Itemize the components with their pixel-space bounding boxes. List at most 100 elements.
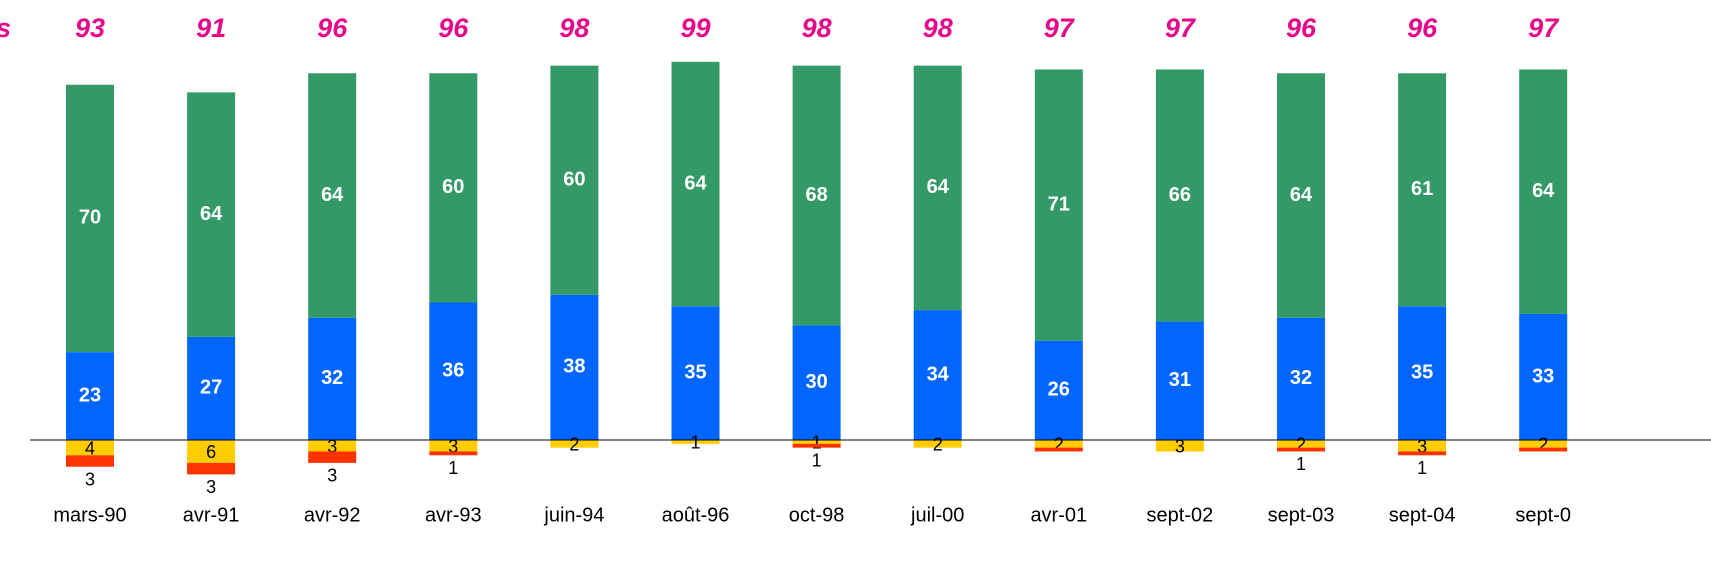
bar-segment <box>1519 447 1568 452</box>
bar-segment <box>66 455 114 467</box>
data-label: 2 <box>1538 435 1548 455</box>
data-label: 23 <box>79 384 101 406</box>
data-label: 64 <box>321 184 344 206</box>
data-label: 68 <box>805 184 827 206</box>
data-label: 70 <box>79 207 101 229</box>
bar-segment <box>1277 73 1325 318</box>
data-label: 3 <box>1175 436 1185 456</box>
totals-label: s <box>0 13 11 43</box>
bar-segment <box>187 440 236 463</box>
data-label: 35 <box>1411 361 1433 383</box>
total-label: 96 <box>1407 13 1438 43</box>
bar-segment <box>1034 340 1083 440</box>
data-label: 30 <box>805 371 827 393</box>
bar-segment <box>913 65 962 311</box>
bar-segment <box>913 440 962 448</box>
bar-segment <box>308 73 357 318</box>
data-label: 1 <box>690 433 700 453</box>
total-label: 91 <box>196 13 226 43</box>
data-label: 38 <box>563 356 585 378</box>
bar-segment <box>1155 69 1204 322</box>
data-label: 61 <box>1411 178 1433 200</box>
bar-segment <box>792 440 841 444</box>
data-label: 34 <box>927 363 950 385</box>
data-label: 64 <box>684 172 707 194</box>
bar-segment <box>429 302 478 440</box>
data-label: 60 <box>442 176 464 198</box>
data-label: 3 <box>327 466 337 486</box>
bar-segment <box>550 294 599 440</box>
data-label: 66 <box>1169 184 1191 206</box>
data-label: 3 <box>327 436 337 456</box>
data-label: 2 <box>1296 435 1306 455</box>
total-label: 99 <box>680 13 710 43</box>
total-label: 97 <box>1165 13 1197 43</box>
bar-segment <box>66 440 114 456</box>
bar-segment <box>187 336 236 440</box>
bar-segment <box>1398 73 1447 307</box>
x-tick-label: oct-98 <box>789 504 845 526</box>
bar-segment <box>308 451 357 463</box>
data-label: 31 <box>1169 369 1191 391</box>
bar-segment <box>429 440 478 452</box>
bar-segment <box>550 440 599 448</box>
total-label: 93 <box>75 13 105 43</box>
data-label: 27 <box>200 377 222 399</box>
total-label: 97 <box>1528 13 1560 43</box>
x-tick-label: avr-92 <box>304 504 361 526</box>
data-label: 4 <box>85 438 95 458</box>
data-label: 32 <box>1290 367 1312 389</box>
data-label: 1 <box>812 450 822 470</box>
bar-segment <box>1519 313 1568 440</box>
x-tick-label: août-96 <box>662 504 730 526</box>
data-label: 3 <box>206 477 216 497</box>
bar-segment <box>792 443 841 448</box>
x-tick-label: avr-93 <box>425 504 482 526</box>
data-label: 1 <box>812 433 822 453</box>
bar-segment <box>671 440 720 444</box>
total-label: 98 <box>923 13 953 43</box>
data-label: 1 <box>1296 454 1306 474</box>
bar-segment <box>1398 306 1447 440</box>
x-tick-label: sept-02 <box>1147 504 1214 526</box>
data-label: 60 <box>563 169 585 191</box>
bar-segment <box>1034 69 1083 341</box>
x-tick-label: sept-04 <box>1389 504 1456 526</box>
total-label: 98 <box>559 13 589 43</box>
data-label: 2 <box>1054 435 1064 455</box>
total-label: 97 <box>1044 13 1076 43</box>
data-label: 6 <box>206 442 216 462</box>
bar-segment <box>187 92 236 337</box>
x-tick-label: sept-0 <box>1515 504 1571 526</box>
x-tick-label: juil-00 <box>910 504 964 526</box>
data-label: 3 <box>448 436 458 456</box>
bar-segment <box>308 440 357 452</box>
bar-segment <box>1277 317 1325 440</box>
bar-segment <box>308 317 357 440</box>
data-label: 35 <box>684 361 706 383</box>
data-label: 26 <box>1048 379 1070 401</box>
bar-segment <box>913 310 962 440</box>
bar-segment <box>66 352 114 440</box>
data-label: 3 <box>1417 436 1427 456</box>
x-tick-label: avr-91 <box>183 504 240 526</box>
bar-segment <box>792 65 841 326</box>
data-label: 32 <box>321 367 343 389</box>
data-label: 64 <box>927 176 950 198</box>
bar-segment <box>1034 447 1083 452</box>
bar-segment <box>1398 451 1447 456</box>
bar-segment <box>1398 440 1447 452</box>
data-label: 64 <box>200 203 223 225</box>
x-tick-label: juin-94 <box>543 504 604 526</box>
data-label: 71 <box>1048 193 1070 215</box>
bar-segment <box>671 61 720 307</box>
bar-segment <box>429 451 478 456</box>
bar-segment <box>1034 440 1083 448</box>
bar-segment <box>1277 440 1325 448</box>
bar-segment <box>671 306 720 440</box>
total-label: 96 <box>1286 13 1317 43</box>
data-label: 2 <box>569 435 579 455</box>
data-label: 36 <box>442 360 464 382</box>
x-tick-label: avr-01 <box>1030 504 1087 526</box>
